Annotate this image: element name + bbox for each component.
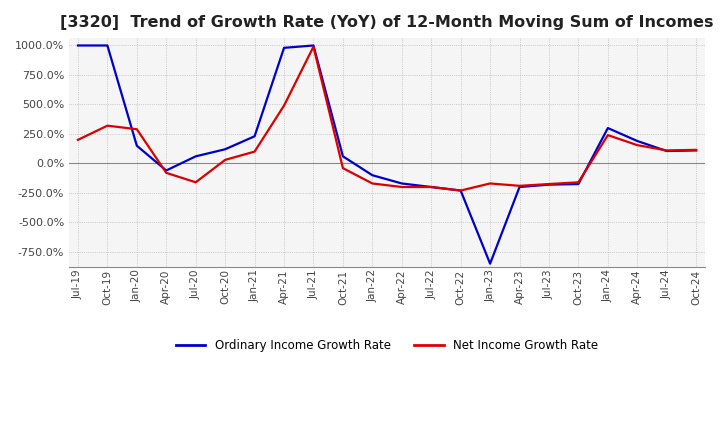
Title: [3320]  Trend of Growth Rate (YoY) of 12-Month Moving Sum of Incomes: [3320] Trend of Growth Rate (YoY) of 12-… [60,15,714,30]
Legend: Ordinary Income Growth Rate, Net Income Growth Rate: Ordinary Income Growth Rate, Net Income … [171,334,603,357]
